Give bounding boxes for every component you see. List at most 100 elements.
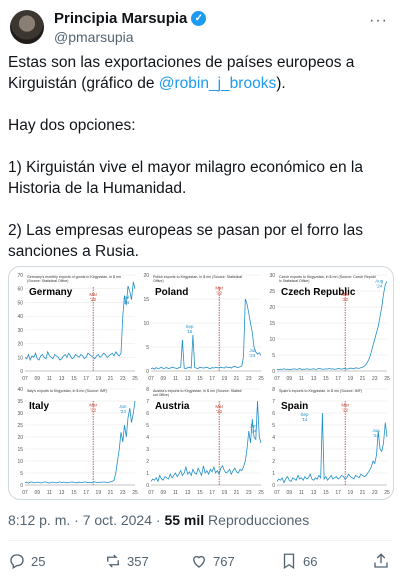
annotation-label: '16 <box>187 329 193 334</box>
tweet-text-pre: Estas son las exportaciones de países eu… <box>8 54 355 92</box>
x-tick-label: 13 <box>59 490 65 496</box>
y-tick-label: 0 <box>20 483 23 489</box>
annotation-label: Jun <box>372 428 380 433</box>
tweet-meta: 8:12 p. m. · 7 oct. 2024 · 55 mil Reprod… <box>8 512 309 528</box>
like-button[interactable]: 767 <box>190 552 235 570</box>
x-tick-label: 21 <box>360 490 366 496</box>
chart-panel-spain: 0 1 2 3 4 5 6 7 8 07 09 11 13 15 17 19 21 23 25 Spain's exp… <box>265 383 391 497</box>
y-tick-label: 2 <box>272 459 275 465</box>
chart-panel-poland: 0 5 10 15 20 07 09 11 13 15 17 19 21 23 25 Polish expor… <box>139 269 265 383</box>
x-tick-label: 09 <box>286 376 292 382</box>
y-tick-label: 0 <box>146 369 149 375</box>
y-tick-label: 8 <box>146 387 149 393</box>
x-tick-label: 13 <box>185 490 191 496</box>
tweet-paragraph-3: 1) Kirguistán vive el mayor milagro econ… <box>8 159 363 197</box>
x-tick-label: 25 <box>132 490 138 496</box>
chart-subtitle-cont: Office) <box>153 279 164 283</box>
x-tick-label: 19 <box>348 376 354 382</box>
handle[interactable]: @pmarsupia <box>54 29 134 45</box>
chart-panel-italy: 0 5 10 15 20 25 30 35 40 07 09 11 13 15 17 19 21 23 25 Ital… <box>13 383 139 497</box>
y-tick-label: 6 <box>146 411 149 417</box>
x-tick-label: 19 <box>348 490 354 496</box>
x-tick-label: 07 <box>22 376 28 382</box>
y-tick-label: 15 <box>269 321 275 327</box>
tweet-time[interactable]: 8:12 p. m. <box>8 512 71 528</box>
y-tick-label: 8 <box>272 387 275 393</box>
mention-link[interactable]: @robin_j_brooks <box>158 75 277 92</box>
x-tick-label: 15 <box>197 376 203 382</box>
annotation-label: Jul <box>123 295 129 300</box>
annotation-label: Mar <box>341 292 349 297</box>
x-tick-label: 09 <box>34 490 40 496</box>
x-tick-label: 17 <box>209 376 215 382</box>
chart-subtitle-cont: ic Statistical Office) <box>279 279 310 283</box>
x-tick-label: 21 <box>360 376 366 382</box>
annotation-label: '24 <box>373 433 379 438</box>
annotation-label: Sep <box>300 412 309 417</box>
x-tick-label: 17 <box>83 490 89 496</box>
tweet-paragraph-1: Estas son las exportaciones de países eu… <box>8 52 392 94</box>
x-tick-label: 17 <box>83 376 89 382</box>
more-options-icon[interactable]: ··· <box>369 12 388 29</box>
y-tick-label: 5 <box>272 353 275 359</box>
x-tick-label: 11 <box>299 490 304 496</box>
series-line <box>276 281 388 371</box>
views-count: 55 mil <box>164 512 205 528</box>
x-tick-label: 07 <box>274 376 280 382</box>
tweet-date[interactable]: 7 oct. 2024 <box>82 512 152 528</box>
chart-panel-austria: 0 1 2 3 4 5 6 7 8 07 09 11 13 15 17 19 21 23 25 Austria's e… <box>139 383 265 497</box>
y-tick-label: 0 <box>146 483 149 489</box>
y-tick-label: 1 <box>272 471 275 477</box>
y-tick-label: 30 <box>269 273 275 279</box>
x-tick-label: 19 <box>222 376 228 382</box>
action-bar: 25 357 767 66 <box>8 552 392 572</box>
y-tick-label: 2 <box>146 459 149 465</box>
chart-subtitle: Polish exports to Kirgyzstan, in $ mn (S… <box>153 275 242 279</box>
x-tick-label: 21 <box>108 376 114 382</box>
chart-svg: 0 10 20 30 40 50 60 70 07 09 11 13 15 17 19 21 23 25 Germa… <box>17 273 138 382</box>
series-line <box>24 400 136 484</box>
y-tick-label: 35 <box>17 399 23 405</box>
chart-subtitle-cont: cal Office) <box>153 393 169 397</box>
reply-button[interactable]: 25 <box>8 552 45 570</box>
x-tick-label: 13 <box>59 376 65 382</box>
repost-count: 357 <box>127 553 149 569</box>
tweet-media-image[interactable]: 0 10 20 30 40 50 60 70 07 09 11 13 15 17 19 21 23 25 Germa… <box>8 266 394 500</box>
avatar[interactable] <box>10 10 44 44</box>
tweet-text: Estas son las exportaciones de países eu… <box>8 52 392 262</box>
bookmark-button[interactable]: 66 <box>280 552 317 570</box>
display-name[interactable]: Principia Marsupia <box>54 10 188 27</box>
annotation-label: Mar <box>89 292 97 297</box>
x-tick-label: 21 <box>234 376 240 382</box>
x-tick-label: 23 <box>372 490 378 496</box>
chart-subtitle: Austria's exports to Kirgyzstan, in $ mn… <box>153 389 242 393</box>
annotation-label: '24 <box>249 353 255 358</box>
chart-title: Austria <box>155 401 190 412</box>
y-tick-label: 10 <box>17 459 23 465</box>
x-tick-label: 23 <box>372 376 378 382</box>
name-line: Principia Marsupia ✓ <box>54 10 207 27</box>
share-icon <box>374 553 388 568</box>
x-tick-label: 17 <box>209 490 215 496</box>
annotation-label: Jul <box>249 348 255 353</box>
chart-subtitle-cont: (Source: Statistical Office) <box>27 279 68 283</box>
share-button[interactable] <box>372 552 390 570</box>
like-count: 767 <box>213 553 235 569</box>
y-tick-label: 70 <box>17 273 23 279</box>
reply-icon <box>10 554 24 569</box>
x-tick-label: 13 <box>185 376 191 382</box>
x-tick-label: 15 <box>323 376 329 382</box>
x-tick-label: 15 <box>323 490 329 496</box>
y-tick-label: 20 <box>269 305 275 311</box>
heart-icon <box>193 555 205 568</box>
x-tick-label: 19 <box>96 490 102 496</box>
y-tick-label: 50 <box>17 300 23 306</box>
repost-button[interactable]: 357 <box>104 552 149 570</box>
x-tick-label: 09 <box>160 490 166 496</box>
x-tick-label: 23 <box>120 376 126 382</box>
annotation-label: Mar <box>341 402 349 407</box>
x-tick-label: 17 <box>335 376 341 382</box>
annotation-label: '22 <box>90 297 96 302</box>
x-tick-label: 09 <box>286 490 292 496</box>
